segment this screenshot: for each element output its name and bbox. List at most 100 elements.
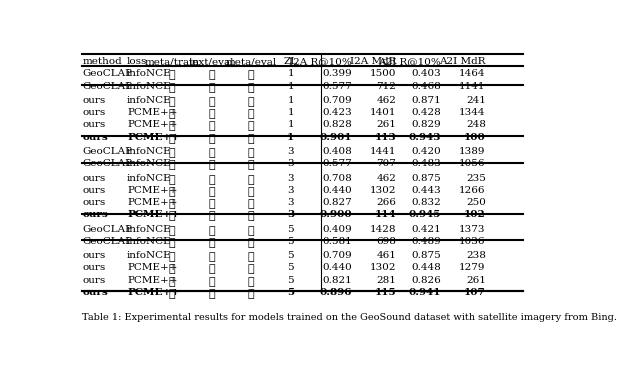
Text: 0.420: 0.420 <box>412 147 441 156</box>
Text: ✗: ✗ <box>248 108 255 119</box>
Text: ✗: ✗ <box>168 225 175 236</box>
Text: 250: 250 <box>466 198 486 207</box>
Text: ✓: ✓ <box>208 251 215 262</box>
Text: 3: 3 <box>287 159 294 168</box>
Text: PCME++: PCME++ <box>127 276 178 285</box>
Text: 5: 5 <box>287 237 294 246</box>
Text: 1500: 1500 <box>370 70 396 78</box>
Text: 0.403: 0.403 <box>412 70 441 78</box>
Text: 3: 3 <box>287 186 294 195</box>
Text: 0.708: 0.708 <box>322 174 352 183</box>
Text: 107: 107 <box>464 288 486 297</box>
Text: 5: 5 <box>287 251 294 260</box>
Text: ✓: ✓ <box>208 174 215 185</box>
Text: ✗: ✗ <box>208 276 215 287</box>
Text: 1389: 1389 <box>460 147 486 156</box>
Text: I2A MdR: I2A MdR <box>350 57 396 66</box>
Text: 0.408: 0.408 <box>322 147 352 156</box>
Text: ours: ours <box>83 132 108 142</box>
Text: 0.827: 0.827 <box>322 198 352 207</box>
Text: ours: ours <box>83 108 106 117</box>
Text: infoNCE: infoNCE <box>127 70 172 78</box>
Text: 0.443: 0.443 <box>412 186 441 195</box>
Text: 0.828: 0.828 <box>322 120 352 130</box>
Text: ours: ours <box>83 120 106 130</box>
Text: GeoCLAP: GeoCLAP <box>83 225 132 233</box>
Text: ✓: ✓ <box>248 132 255 144</box>
Text: 1401: 1401 <box>370 108 396 117</box>
Text: ours: ours <box>83 288 108 297</box>
Text: 462: 462 <box>376 96 396 105</box>
Text: PCME++: PCME++ <box>127 263 178 272</box>
Text: 1266: 1266 <box>460 186 486 195</box>
Text: 3: 3 <box>287 174 294 183</box>
Text: 1279: 1279 <box>460 263 486 272</box>
Text: ✗: ✗ <box>248 147 255 158</box>
Text: 5: 5 <box>287 263 294 272</box>
Text: 0.900: 0.900 <box>319 210 352 219</box>
Text: 462: 462 <box>376 174 396 183</box>
Text: infoNCE: infoNCE <box>127 147 172 156</box>
Text: 0.901: 0.901 <box>319 132 352 142</box>
Text: ours: ours <box>83 198 106 207</box>
Text: ✓: ✓ <box>248 198 255 209</box>
Text: 0.421: 0.421 <box>412 225 441 233</box>
Text: 5: 5 <box>287 225 294 233</box>
Text: GeoCLAP: GeoCLAP <box>83 159 132 168</box>
Text: A2I MdR: A2I MdR <box>439 57 486 66</box>
Text: Table 1: Experimental results for models trained on the GeoSound dataset with sa: Table 1: Experimental results for models… <box>83 313 618 322</box>
Text: 1302: 1302 <box>370 186 396 195</box>
Text: 0.468: 0.468 <box>412 81 441 91</box>
Text: ✗: ✗ <box>168 147 175 158</box>
Text: infoNCE: infoNCE <box>127 159 172 168</box>
Text: ✓: ✓ <box>208 96 215 107</box>
Text: 0.826: 0.826 <box>412 276 441 285</box>
Text: A2I R@10%: A2I R@10% <box>378 57 441 66</box>
Text: ✗: ✗ <box>208 263 215 275</box>
Text: ✓: ✓ <box>248 251 255 262</box>
Text: 3: 3 <box>287 147 294 156</box>
Text: ✓: ✓ <box>168 251 175 262</box>
Text: 1: 1 <box>287 132 294 142</box>
Text: ✗: ✗ <box>168 81 175 92</box>
Text: ✗: ✗ <box>208 198 215 209</box>
Text: ✓: ✓ <box>248 288 255 299</box>
Text: ✓: ✓ <box>168 132 175 144</box>
Text: 248: 248 <box>466 120 486 130</box>
Text: ✓: ✓ <box>248 96 255 107</box>
Text: 261: 261 <box>466 276 486 285</box>
Text: 0.945: 0.945 <box>409 210 441 219</box>
Text: ✗: ✗ <box>248 70 255 80</box>
Text: meta/train: meta/train <box>144 57 199 66</box>
Text: 461: 461 <box>376 251 396 260</box>
Text: infoNCE: infoNCE <box>127 81 172 91</box>
Text: meta/eval: meta/eval <box>225 57 276 66</box>
Text: 266: 266 <box>376 198 396 207</box>
Text: ✓: ✓ <box>168 288 175 299</box>
Text: 281: 281 <box>376 276 396 285</box>
Text: ✓: ✓ <box>208 81 215 92</box>
Text: 1441: 1441 <box>370 147 396 156</box>
Text: 0.448: 0.448 <box>412 263 441 272</box>
Text: GeoCLAP: GeoCLAP <box>83 70 132 78</box>
Text: PCME++: PCME++ <box>127 132 180 142</box>
Text: ✗: ✗ <box>168 108 175 119</box>
Text: ✓: ✓ <box>168 276 175 287</box>
Text: 102: 102 <box>464 210 486 219</box>
Text: ✓: ✓ <box>208 210 215 221</box>
Text: ✓: ✓ <box>208 132 215 144</box>
Text: 0.440: 0.440 <box>322 263 352 272</box>
Text: ours: ours <box>83 186 106 195</box>
Text: 0.428: 0.428 <box>412 108 441 117</box>
Text: 1: 1 <box>287 81 294 91</box>
Text: ✓: ✓ <box>208 159 215 170</box>
Text: 0.489: 0.489 <box>412 237 441 246</box>
Text: 0.577: 0.577 <box>322 159 352 168</box>
Text: GeoCLAP: GeoCLAP <box>83 81 132 91</box>
Text: ✗: ✗ <box>208 225 215 236</box>
Text: PCME++: PCME++ <box>127 288 180 297</box>
Text: 1: 1 <box>287 70 294 78</box>
Text: 1428: 1428 <box>370 225 396 233</box>
Text: ✓: ✓ <box>168 174 175 185</box>
Text: ✓: ✓ <box>168 96 175 107</box>
